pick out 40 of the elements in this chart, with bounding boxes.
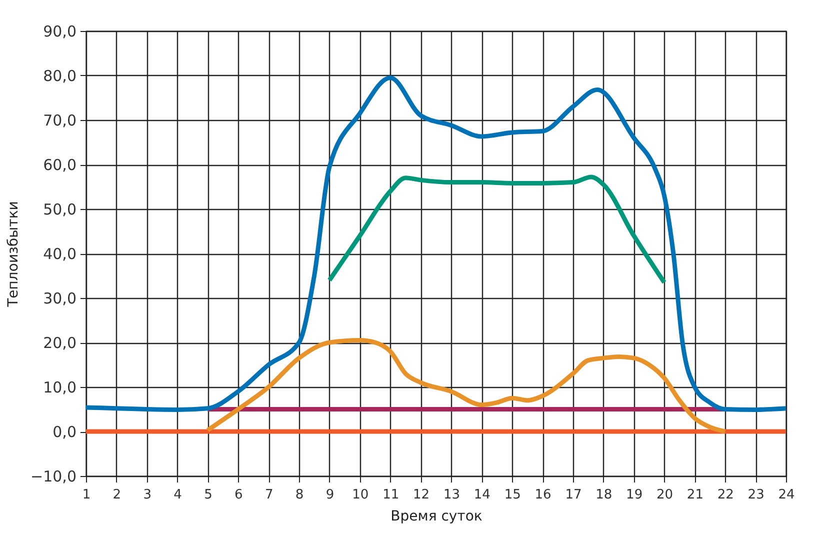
x-tick-label: 24: [778, 488, 795, 502]
x-tick-label: 1: [82, 488, 91, 502]
y-tick-label: 80,0: [43, 67, 76, 85]
y-axis-title: Теплоизбытки: [6, 201, 22, 308]
x-tick-label: 19: [626, 488, 643, 502]
x-tick-label: 11: [382, 488, 400, 502]
x-tick-label: 6: [234, 488, 243, 502]
x-tick-label: 15: [504, 488, 521, 502]
x-tick-label: 17: [565, 488, 582, 502]
x-tick-label: 2: [112, 488, 122, 502]
y-tick-label: 50,0: [43, 200, 76, 218]
x-tick-label: 8: [295, 488, 304, 502]
x-tick-label: 18: [596, 488, 612, 502]
x-axis-title: Время суток: [390, 508, 482, 524]
y-tick-label: 20,0: [43, 334, 76, 352]
x-tick-label: 4: [174, 488, 182, 502]
line-series: [327, 174, 667, 285]
x-tick-label: 20: [656, 488, 674, 502]
y-tick-label: 70,0: [43, 112, 76, 130]
line-series: [205, 338, 728, 434]
x-tick-label: 9: [326, 488, 334, 502]
x-tick-label: 23: [748, 488, 764, 502]
x-tick-label: 10: [352, 488, 369, 502]
x-tick-label: 16: [534, 488, 552, 502]
y-tick-label: 90,0: [43, 22, 76, 40]
y-tick-label: −10,0: [30, 468, 76, 486]
y-tick-label: 30,0: [43, 290, 76, 308]
line-series: [84, 75, 788, 412]
y-tick-label: 60,0: [43, 156, 76, 174]
y-tick-label: 40,0: [43, 245, 76, 263]
x-tick-label: 12: [413, 488, 430, 502]
y-tick-label: 0,0: [52, 423, 76, 441]
y-tick-label: 10,0: [43, 378, 76, 396]
x-tick-label: 21: [686, 488, 704, 502]
x-tick-label: 3: [143, 488, 152, 502]
x-tick-label: 5: [204, 488, 212, 502]
x-tick-label: 7: [264, 488, 274, 502]
x-tick-label: 14: [474, 488, 490, 502]
x-tick-label: 22: [717, 488, 734, 502]
x-tick-label: 13: [443, 488, 460, 502]
